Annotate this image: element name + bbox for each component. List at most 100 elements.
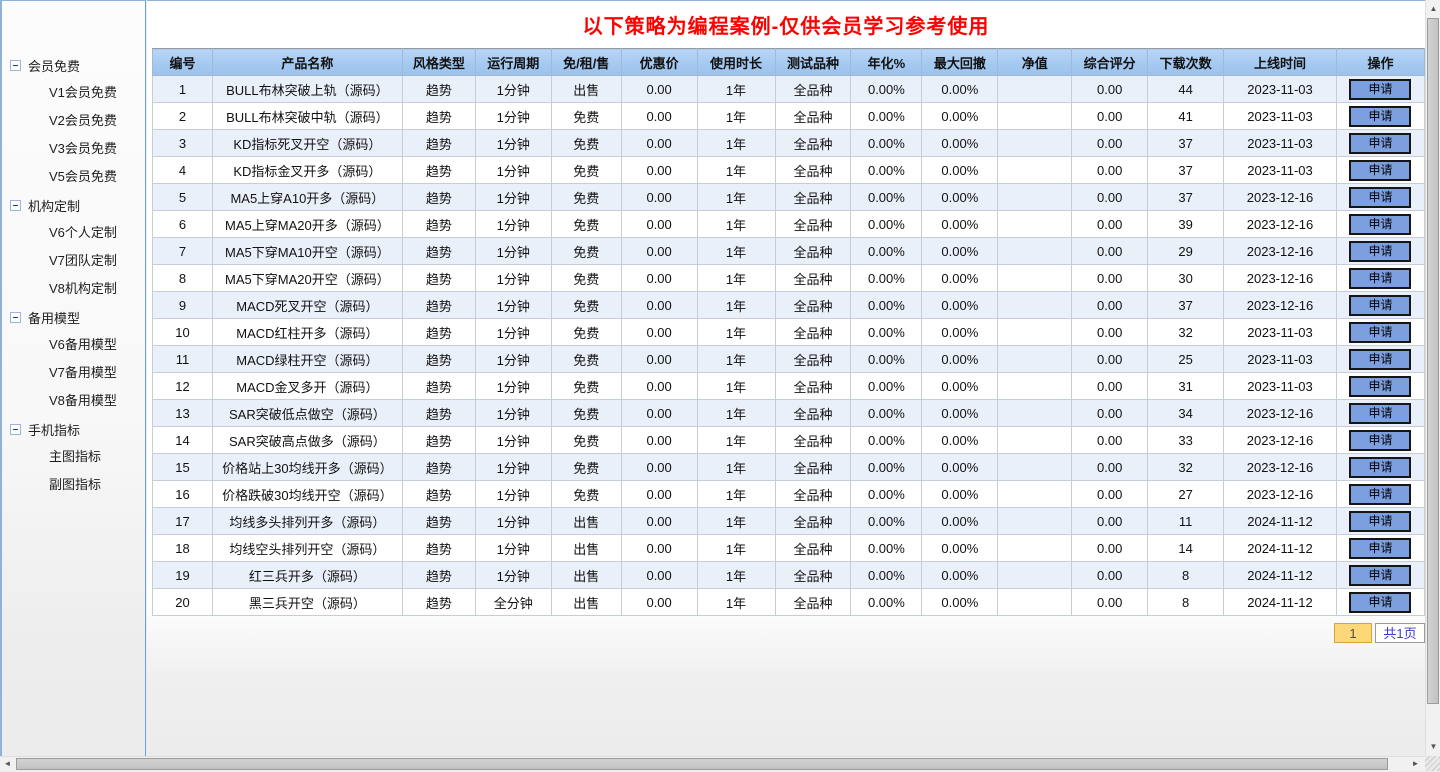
apply-button[interactable]: 申请 [1349, 321, 1412, 343]
scroll-left-icon[interactable]: ◄ [3, 759, 12, 768]
apply-button[interactable]: 申请 [1349, 510, 1412, 532]
cell: 0.00% [850, 399, 923, 427]
apply-button[interactable]: 申请 [1349, 375, 1412, 397]
scroll-up-icon[interactable]: ▲ [1429, 4, 1438, 13]
cell: 0.00% [850, 183, 923, 211]
sidebar-item[interactable]: V5会员免费 [49, 169, 117, 184]
cell: 1分钟 [474, 453, 552, 481]
sidebar-item[interactable]: V1会员免费 [49, 85, 117, 100]
scroll-right-icon[interactable]: ► [1411, 759, 1420, 768]
apply-button[interactable]: 申请 [1349, 429, 1412, 451]
column-header: 上线时间 [1223, 48, 1337, 76]
sidebar-group-2[interactable]: 机构定制 [2, 191, 145, 219]
sidebar-group-4[interactable]: 手机指标 [2, 415, 145, 443]
sidebar-item[interactable]: V8机构定制 [49, 281, 117, 296]
sidebar-item[interactable]: V3会员免费 [49, 141, 117, 156]
cell: MA5下穿MA20开空（源码） [211, 264, 403, 292]
column-header: 风格类型 [401, 48, 476, 76]
cell: 趋势 [401, 210, 476, 238]
horizontal-scrollbar[interactable]: ◄ ► [0, 756, 1425, 771]
apply-button[interactable]: 申请 [1349, 591, 1412, 613]
apply-button[interactable]: 申请 [1349, 105, 1412, 127]
cell: 25 [1147, 345, 1225, 373]
apply-button[interactable]: 申请 [1349, 132, 1412, 154]
apply-button[interactable]: 申请 [1349, 213, 1412, 235]
cell [997, 291, 1073, 319]
apply-button[interactable]: 申请 [1349, 159, 1412, 181]
cell: 出售 [550, 534, 622, 562]
apply-button[interactable]: 申请 [1349, 537, 1412, 559]
cell: 0.00% [850, 480, 923, 508]
cell: 免费 [550, 129, 622, 157]
apply-button[interactable]: 申请 [1349, 483, 1412, 505]
cell: 14 [1147, 534, 1225, 562]
apply-button[interactable]: 申请 [1349, 240, 1412, 262]
sidebar-item[interactable]: 副图指标 [49, 477, 102, 492]
cell: 0.00 [620, 372, 698, 400]
cell: 趋势 [401, 453, 476, 481]
sidebar-item[interactable]: V6备用模型 [49, 337, 117, 352]
horizontal-scrollbar-thumb[interactable] [16, 758, 1388, 770]
tree-collapse-icon[interactable] [10, 423, 21, 435]
action-cell: 申请 [1335, 210, 1426, 238]
tree-collapse-icon[interactable] [10, 59, 21, 71]
cell: 3 [152, 129, 213, 157]
cell: 41 [1147, 102, 1225, 130]
cell: 18 [152, 534, 213, 562]
apply-button[interactable]: 申请 [1349, 294, 1412, 316]
cell [997, 345, 1073, 373]
action-cell: 申请 [1335, 318, 1426, 346]
scroll-down-icon[interactable]: ▼ [1429, 742, 1438, 751]
cell: 0.00 [620, 264, 698, 292]
cell: 0.00 [1071, 291, 1149, 319]
vertical-scrollbar-thumb[interactable] [1427, 18, 1439, 704]
cell [997, 318, 1073, 346]
apply-button[interactable]: 申请 [1349, 78, 1412, 100]
cell: 1分钟 [474, 318, 552, 346]
cell: 2023-12-16 [1223, 426, 1337, 454]
apply-button[interactable]: 申请 [1349, 348, 1412, 370]
cell: 2023-11-03 [1223, 345, 1337, 373]
table-row: 13 SAR突破低点做空（源码） 趋势 1分钟 免费 0.00 1年 全品种 0.00% 0.00… [152, 399, 1426, 427]
apply-button[interactable]: 申请 [1349, 186, 1412, 208]
cell: 1年 [696, 561, 776, 589]
cell: 33 [1147, 426, 1225, 454]
sidebar-item[interactable]: 主图指标 [49, 449, 102, 464]
cell: 0.00 [1071, 156, 1149, 184]
apply-button[interactable]: 申请 [1349, 402, 1412, 424]
cell: 0.00% [850, 372, 923, 400]
apply-button[interactable]: 申请 [1349, 267, 1412, 289]
cell: 0.00 [1071, 561, 1149, 589]
cell: 0.00% [850, 318, 923, 346]
cell: 0.00% [921, 426, 999, 454]
tree-collapse-icon[interactable] [10, 199, 21, 211]
cell: 2023-11-03 [1223, 75, 1337, 103]
cell [997, 237, 1073, 265]
sidebar-item[interactable]: V7团队定制 [49, 253, 117, 268]
cell [997, 588, 1073, 616]
vertical-scrollbar[interactable]: ▲ ▼ [1425, 0, 1440, 756]
column-header: 编号 [152, 48, 213, 76]
cell: 免费 [550, 426, 622, 454]
cell: 2023-12-16 [1223, 237, 1337, 265]
cell: 0.00% [850, 588, 923, 616]
column-header: 净值 [997, 48, 1073, 76]
sidebar-group-1[interactable]: 会员免费 [2, 51, 145, 79]
page-number-button[interactable]: 1 [1334, 623, 1372, 643]
cell: 44 [1147, 75, 1225, 103]
cell: 1分钟 [474, 264, 552, 292]
sidebar-group-3[interactable]: 备用模型 [2, 303, 145, 331]
tree-collapse-icon[interactable] [10, 311, 21, 323]
sidebar-item[interactable]: V6个人定制 [49, 225, 117, 240]
cell: 均线空头排列开空（源码） [211, 534, 403, 562]
apply-button[interactable]: 申请 [1349, 456, 1412, 478]
apply-button[interactable]: 申请 [1349, 564, 1412, 586]
page-total-label: 共1页 [1375, 623, 1425, 643]
table-row: 9 MACD死叉开空（源码） 趋势 1分钟 免费 0.00 1年 全品种 0.00% 0.00% 0… [152, 291, 1426, 319]
sidebar-item[interactable]: V2会员免费 [49, 113, 117, 128]
sidebar-item[interactable]: V7备用模型 [49, 365, 117, 380]
cell: KD指标金叉开多（源码） [211, 156, 403, 184]
sidebar-item[interactable]: V8备用模型 [49, 393, 117, 408]
cell: 0.00% [921, 507, 999, 535]
cell: 免费 [550, 102, 622, 130]
